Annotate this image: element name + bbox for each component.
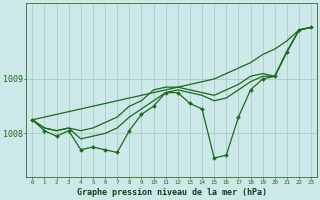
- X-axis label: Graphe pression niveau de la mer (hPa): Graphe pression niveau de la mer (hPa): [77, 188, 267, 197]
